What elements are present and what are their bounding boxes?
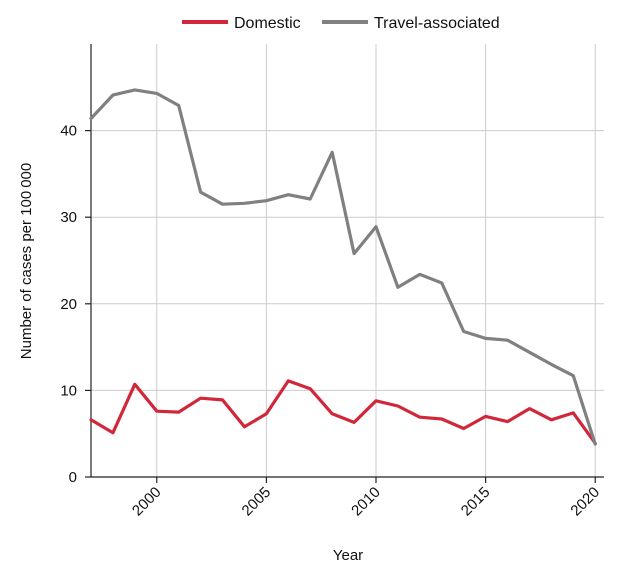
x-tick-label-2020: 2020 [567,484,603,520]
legend-label-travel-associated: Travel-associated [374,15,500,32]
series-line-travel-associated [89,88,597,446]
y-tick-label-0: 0 [69,469,77,486]
series-line-domestic [89,379,597,445]
x-tick-label-2005: 2005 [239,484,275,520]
grid [91,44,604,477]
series-lines [89,88,597,446]
y-tick-label-30: 30 [60,209,77,226]
x-tick-label-2015: 2015 [458,484,494,520]
x-tick-label-2010: 2010 [348,484,384,520]
tick-labels: 0 10 20 30 40 2000 2005 2010 2015 2020 [60,123,603,520]
x-axis-title: Year [333,547,363,564]
legend-label-domestic: Domestic [234,15,301,32]
y-tick-label-10: 10 [60,382,77,399]
x-tick-label-2000: 2000 [129,484,165,520]
y-axis-title: Number of cases per 100 000 [18,163,35,359]
y-tick-label-20: 20 [60,296,77,313]
y-tick-label-40: 40 [60,123,77,140]
legend: Domestic Travel-associated [182,15,500,32]
